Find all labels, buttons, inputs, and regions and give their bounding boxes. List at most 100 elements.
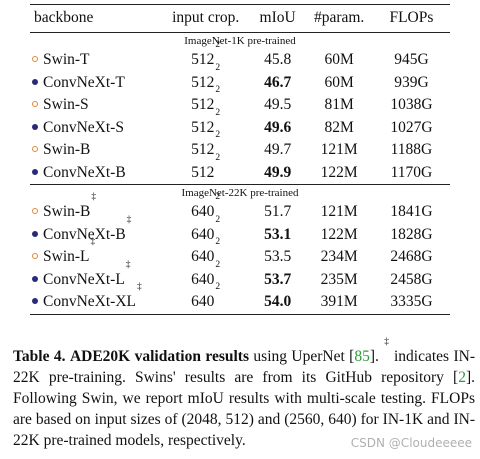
caption-text-2: ].: [369, 348, 384, 365]
crop-exponent: 2: [215, 192, 221, 202]
flops-cell: 3335G: [390, 293, 433, 310]
header-backbone: backbone: [34, 9, 94, 26]
table-row: ConvNeXt-T 5122 46.7 60M 939G: [30, 63, 450, 95]
param-cell: 60M: [324, 73, 354, 91]
miou-cell: 49.9: [264, 163, 292, 181]
miou-cell: 49.5: [264, 96, 292, 113]
backbone-name: ConvNeXt-L: [43, 270, 125, 288]
table-row: Swin-S 5122 49.5 81M 1038G: [30, 85, 450, 117]
top-rule: [30, 4, 450, 5]
param-cell: 235M: [320, 270, 358, 288]
flops-cell: 2468G: [390, 248, 433, 265]
citation-link-85[interactable]: 85: [354, 348, 370, 365]
group-header-row: ImageNet-1K pre-trained: [30, 33, 450, 50]
table-row: ConvNeXt-XL‡ 6402 54.0 391M 3335G: [30, 282, 450, 314]
param-cell: 234M: [320, 248, 358, 265]
miou-cell: 54.0: [264, 293, 292, 310]
crop-size: 512: [191, 163, 215, 181]
bottom-rule: [30, 313, 450, 315]
table-row: Swin-B 5122 49.7 121M 1188G: [30, 130, 450, 162]
hollow-circle-marker-icon: [32, 101, 38, 108]
input-crop-cell: 6402: [161, 260, 249, 292]
crop-size: 512: [191, 96, 215, 113]
miou-cell: 53.7: [264, 270, 292, 288]
group-header-row: ImageNet-22K pre-trained: [30, 184, 450, 202]
table-row: ConvNeXt-B 5122 49.9 122M 1170G: [30, 153, 450, 185]
table-row: ConvNeXt-S 5122 49.6 82M 1027G: [30, 108, 450, 140]
backbone-name: Swin-B: [43, 203, 91, 220]
miou-cell: 51.7: [264, 203, 292, 220]
input-crop-cell: 5122: [161, 153, 249, 185]
crop-exponent: 2: [215, 259, 221, 270]
crop-size: 640: [191, 248, 215, 265]
filled-circle-marker-icon: [32, 230, 38, 237]
flops-cell: 1188G: [390, 141, 433, 158]
caption-dagger: ‡: [384, 337, 390, 347]
crop-exponent: 2: [215, 85, 221, 95]
filled-circle-marker-icon: [32, 168, 38, 175]
caption-label: Table 4.: [13, 348, 66, 365]
param-cell: 60M: [324, 51, 354, 68]
backbone-cell: ConvNeXt-S: [30, 117, 161, 140]
caption-text-4: ]. Following Swin, we report mIoU result…: [13, 369, 475, 449]
crop-exponent: 2: [215, 62, 221, 73]
backbone-cell: ConvNeXt-B‡: [30, 215, 161, 247]
miou-cell: 46.7: [264, 73, 292, 91]
crop-exponent: 2: [215, 237, 221, 247]
backbone-name: Swin-S: [43, 96, 89, 113]
header-flops: FLOPs: [389, 9, 434, 26]
input-crop-cell: 5122: [161, 63, 249, 95]
param-cell: 391M: [320, 293, 358, 310]
backbone-cell: ConvNeXt-L‡: [30, 260, 161, 292]
table-caption: Table 4. ADE20K validation results using…: [13, 337, 476, 451]
crop-exponent: 2: [215, 40, 221, 50]
flops-cell: 1828G: [390, 225, 433, 243]
dagger-mark: ‡: [125, 259, 131, 270]
miou-cell: 49.6: [264, 118, 292, 136]
table-row: Swin-L‡ 6402 53.5 234M 2468G: [30, 237, 450, 269]
input-crop-cell: 5122: [161, 130, 249, 162]
crop-size: 640: [191, 293, 215, 310]
caption-text-3: indicates IN-22K pre-training. Swins' re…: [13, 348, 476, 386]
input-crop-cell: 6402: [161, 282, 249, 314]
input-crop-cell: 6402: [161, 215, 249, 247]
crop-exponent: 2: [215, 214, 221, 225]
crop-size: 512: [191, 51, 215, 68]
hollow-circle-marker-icon: [32, 56, 38, 63]
crop-size: 640: [191, 203, 215, 220]
crop-exponent: 2: [215, 107, 221, 118]
watermark: CSDN @Cloudeeeee: [350, 436, 472, 450]
backbone-cell: Swin-L‡: [30, 237, 161, 269]
filled-circle-marker-icon: [32, 123, 38, 130]
results-table: backbone input crop. mIoU #param. FLOPs …: [30, 4, 450, 315]
dagger-mark: ‡: [91, 192, 97, 202]
header-param: #param.: [313, 9, 365, 26]
input-crop-cell: 5122: [161, 40, 249, 72]
flops-cell: 945G: [394, 51, 429, 68]
backbone-cell: ConvNeXt-XL‡: [30, 282, 161, 314]
flops-cell: 1841G: [390, 203, 433, 220]
backbone-cell: Swin-T: [30, 49, 161, 72]
param-cell: 121M: [320, 203, 358, 220]
crop-size: 512: [191, 141, 215, 158]
crop-size: 512: [191, 118, 215, 136]
backbone-cell: ConvNeXt-B: [30, 162, 161, 185]
dagger-mark: ‡: [90, 237, 96, 247]
flops-cell: 1027G: [390, 118, 433, 136]
backbone-name: ConvNeXt-S: [43, 118, 124, 136]
dagger-mark: ‡: [137, 282, 142, 292]
table-row: ConvNeXt-L‡ 6402 53.7 235M 2458G: [30, 260, 450, 292]
param-cell: 82M: [324, 118, 354, 136]
group-title: ImageNet-22K pre-trained: [181, 187, 299, 199]
input-crop-cell: 6402: [161, 237, 249, 269]
citation-link-2[interactable]: 2: [458, 369, 466, 386]
backbone-name: ConvNeXt-XL: [43, 293, 136, 310]
param-cell: 122M: [320, 225, 358, 243]
filled-circle-marker-icon: [32, 78, 38, 85]
caption-text-1: using UperNet [: [249, 348, 355, 365]
input-crop-cell: 5122: [161, 108, 249, 140]
backbone-name: ConvNeXt-B: [43, 163, 126, 181]
backbone-cell: ConvNeXt-T: [30, 72, 161, 95]
param-cell: 122M: [320, 163, 358, 181]
param-cell: 81M: [324, 96, 354, 113]
